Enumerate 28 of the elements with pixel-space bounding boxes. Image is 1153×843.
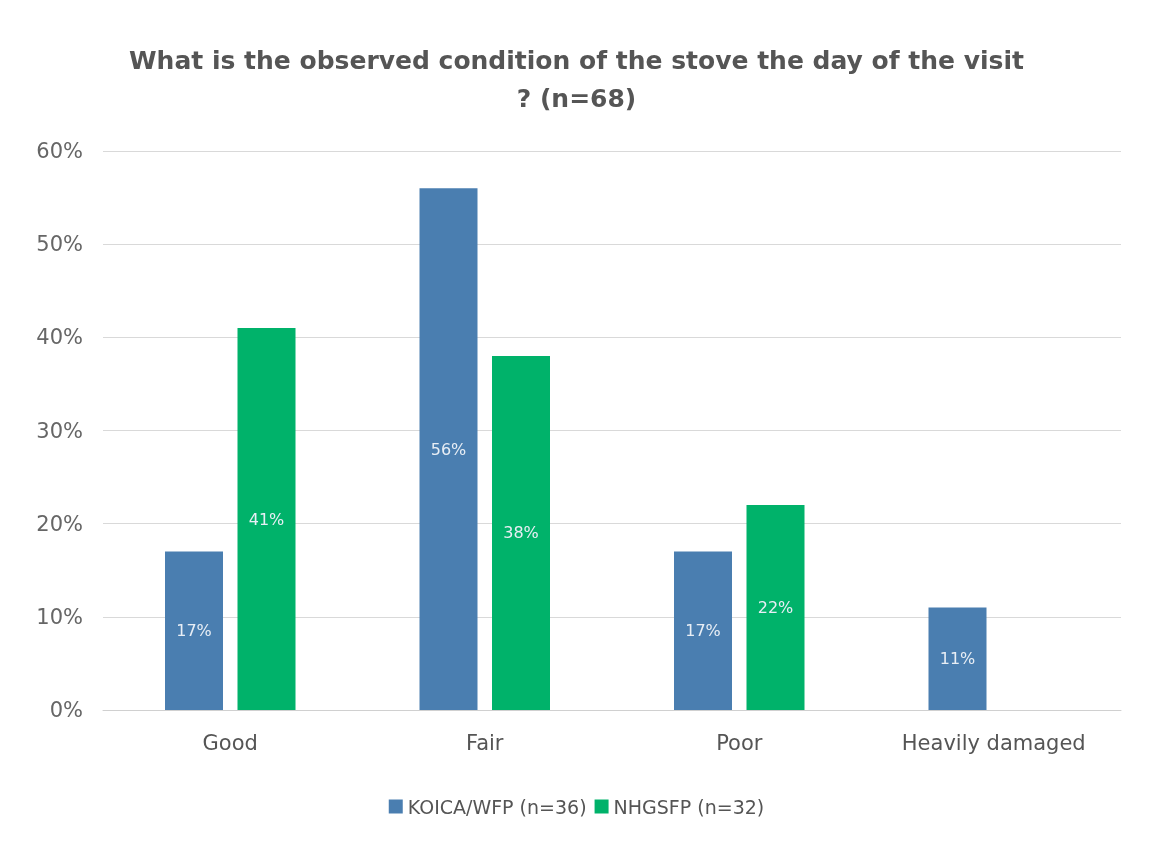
bar [237,328,296,710]
data-label: 17% [176,621,212,641]
data-label: 11% [939,649,976,669]
x-tick-label: Fair [466,730,504,755]
bar [419,188,478,710]
data-label: 38% [503,523,539,543]
data-label: 56% [430,439,467,459]
data-label: 22% [757,598,794,618]
chart-title: What is the observed condition of the stove the day of the visit? (n=68) [129,45,1025,113]
y-tick-label: 50% [36,232,83,257]
legend-label: NHGSFP (n=32) [613,795,765,818]
data-label: 17% [685,621,721,641]
bar [165,551,223,710]
y-tick-label: 60% [36,139,83,163]
data-label: 41% [248,509,285,529]
x-tick-label: Good [202,730,258,755]
x-tick-label: Poor [716,730,763,755]
y-tick-label: 20% [36,511,83,536]
y-tick-label: 30% [36,418,83,443]
bar [492,355,550,710]
y-tick-label: 40% [36,325,83,350]
legend-label: KOICA/WFP (n=36) [407,795,587,818]
x-tick-label: Heavily damaged [901,730,1086,755]
bar [928,607,987,710]
bar [746,505,805,710]
y-tick-label: 10% [36,604,83,629]
y-tick-label: 0% [49,698,83,722]
bar [674,551,732,710]
